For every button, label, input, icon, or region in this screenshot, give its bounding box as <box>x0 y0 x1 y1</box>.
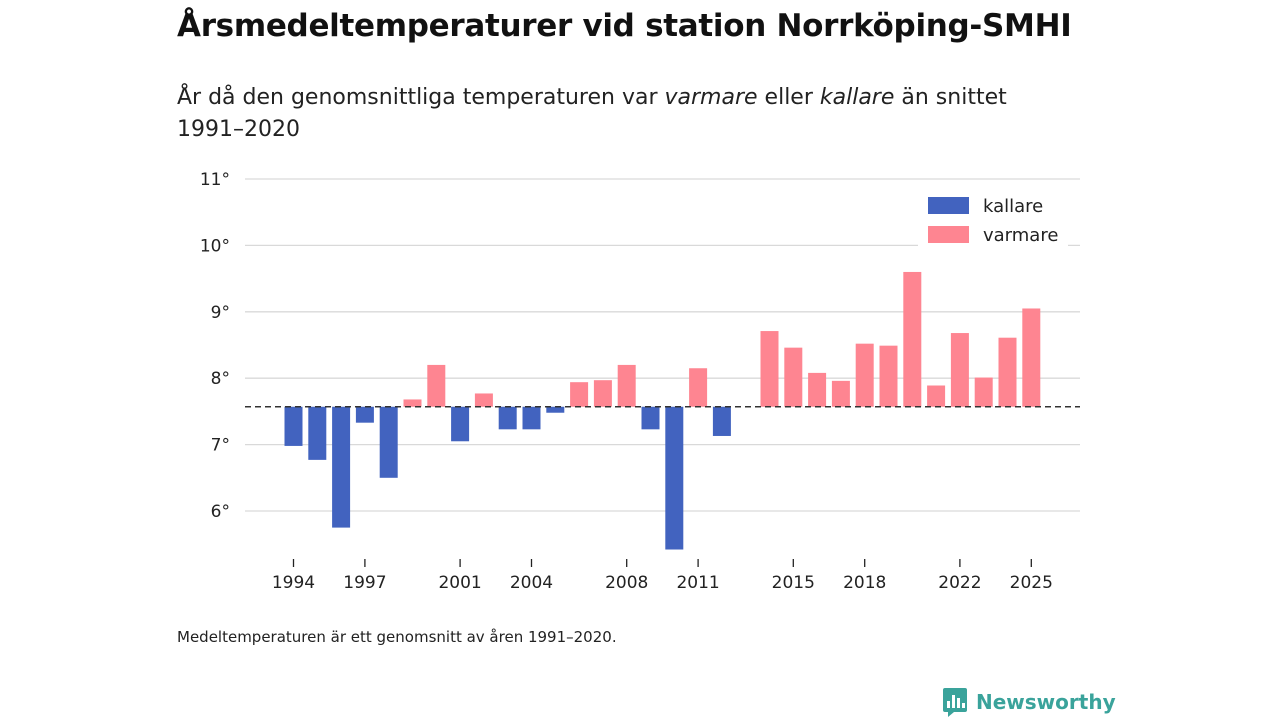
bar-2020 <box>903 271 922 407</box>
x-tick-label-2025: 2025 <box>1010 573 1053 593</box>
x-tick-label-1994: 1994 <box>272 573 315 593</box>
bar-2025 <box>1022 308 1041 407</box>
x-tick-label-2022: 2022 <box>938 573 981 593</box>
bar-2017 <box>831 380 850 407</box>
bar-1996 <box>332 406 351 528</box>
legend: kallare varmare <box>918 188 1068 250</box>
x-axis: 1994 1997 2001 2004 2008 2011 2015 2018 2022 2025 <box>272 559 1053 593</box>
brand-name: Newsworthy <box>976 690 1116 714</box>
y-tick-label-9: 9° <box>211 303 230 323</box>
bar-2018 <box>855 343 874 407</box>
legend-swatch-kallare <box>928 197 969 214</box>
legend-label-kallare: kallare <box>983 196 1043 217</box>
page-title: Årsmedeltemperaturer vid station Norrköp… <box>177 8 1072 44</box>
subtitle-part-2: eller <box>757 85 820 110</box>
bar-2011 <box>689 368 708 407</box>
x-tick-label-2004: 2004 <box>510 573 553 593</box>
subtitle-warmer: varmare <box>664 85 758 110</box>
legend-label-varmare: varmare <box>983 225 1058 246</box>
bar-1997 <box>355 406 374 423</box>
bar-2021 <box>927 385 946 407</box>
bar-2008 <box>617 364 636 407</box>
y-tick-label-6: 6° <box>211 502 230 522</box>
y-tick-label-7: 7° <box>211 436 230 456</box>
bar-2014 <box>760 331 779 407</box>
subtitle-colder: kallare <box>819 85 895 110</box>
bar-2003 <box>498 406 517 430</box>
temperature-bar-chart: 6° 7° 8° 9° 10° 11° 1994 1997 2001 2004 2008 2011 2… <box>200 170 1080 593</box>
bar-2001 <box>451 406 470 442</box>
bar-1994 <box>284 406 303 446</box>
x-tick-label-1997: 1997 <box>343 573 386 593</box>
y-tick-label-11: 11° <box>200 170 230 190</box>
footnote: Medeltemperaturen är ett genomsnitt av å… <box>177 628 617 646</box>
y-gridlines <box>245 178 1080 512</box>
x-tick-label-2008: 2008 <box>605 573 648 593</box>
bar-2022 <box>950 333 969 407</box>
bar-2004 <box>522 406 541 430</box>
chart-subtitle: År då den genomsnittliga temperaturen va… <box>177 82 1057 146</box>
bar-2024 <box>998 337 1017 407</box>
legend-swatch-varmare <box>928 226 969 243</box>
x-tick-label-2011: 2011 <box>676 573 719 593</box>
subtitle-part-3: än snittet 1991–2020 <box>177 85 1007 142</box>
bar-2015 <box>784 347 803 407</box>
x-tick-label-2015: 2015 <box>772 573 815 593</box>
subtitle-part-1: År då den genomsnittliga temperaturen va… <box>177 85 665 110</box>
bar-2006 <box>570 382 589 407</box>
bar-1998 <box>379 406 398 478</box>
bar-1999 <box>403 399 422 407</box>
bar-2002 <box>474 393 493 407</box>
brand-logo[interactable]: Newsworthy <box>942 686 1116 718</box>
bar-2012 <box>712 406 731 436</box>
bar-2007 <box>593 380 612 407</box>
bar-2005 <box>546 406 565 413</box>
bar-2016 <box>808 372 827 407</box>
bar-2010 <box>665 406 684 550</box>
y-axis-labels: 6° 7° 8° 9° 10° 11° <box>200 170 230 522</box>
newsworthy-logo-icon <box>943 688 967 717</box>
x-tick-label-2018: 2018 <box>843 573 886 593</box>
bar-2023 <box>974 377 993 407</box>
bar-2009 <box>641 406 660 430</box>
bar-1995 <box>308 406 327 460</box>
y-tick-label-8: 8° <box>211 369 230 389</box>
y-tick-label-10: 10° <box>200 236 230 256</box>
bar-2000 <box>427 364 446 407</box>
bar-2019 <box>879 345 898 407</box>
bars <box>284 271 1041 550</box>
x-tick-label-2001: 2001 <box>438 573 481 593</box>
